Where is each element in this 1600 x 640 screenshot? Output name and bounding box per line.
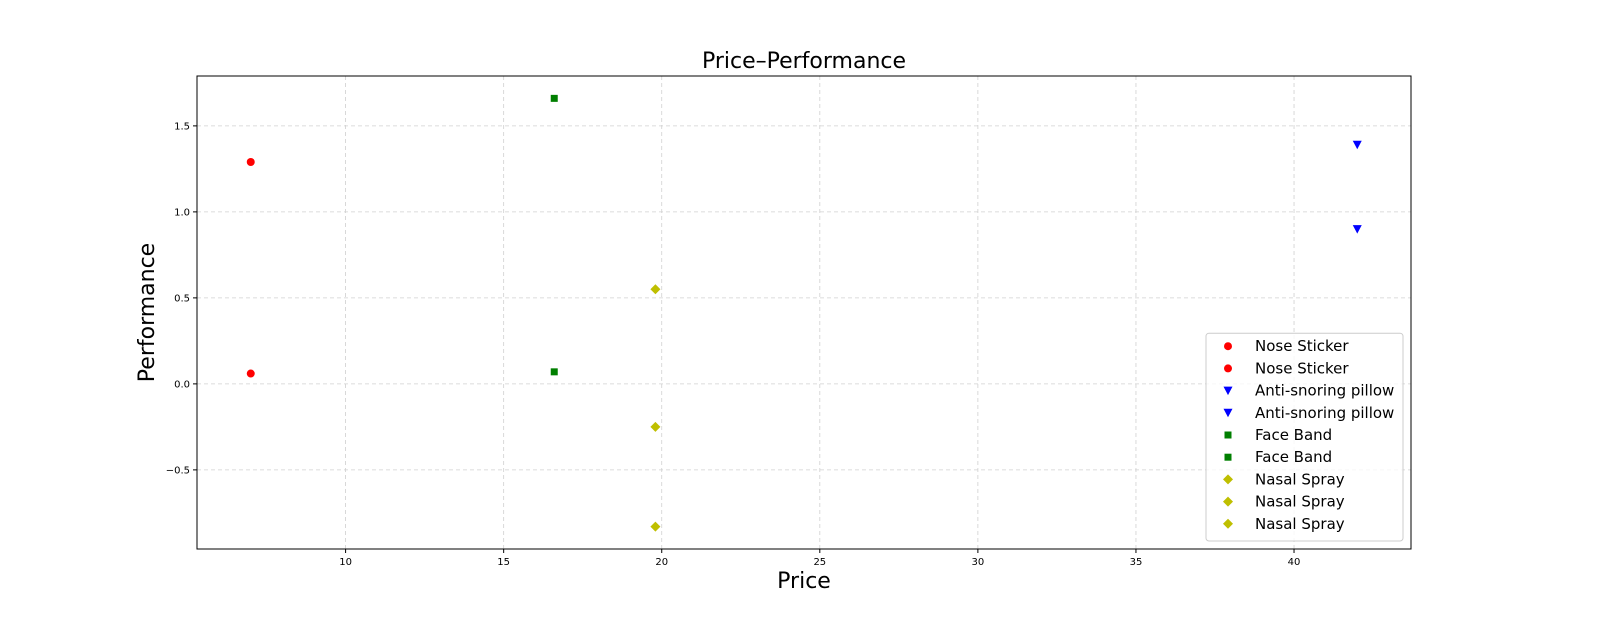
legend-marker <box>1223 474 1233 485</box>
y-tick-label: 1.0 <box>174 207 190 218</box>
x-tick-label: 20 <box>655 557 668 568</box>
x-tick-label: 30 <box>972 557 985 568</box>
legend-marker <box>1224 342 1232 351</box>
legend-marker <box>1223 386 1233 396</box>
legend-box <box>1205 332 1404 542</box>
legend-marker <box>1224 364 1232 373</box>
data-point <box>1352 225 1362 234</box>
legend-label: Nasal Spray <box>1255 515 1345 533</box>
data-point <box>650 284 661 295</box>
data-point <box>550 368 558 376</box>
legend-marker <box>1223 408 1233 418</box>
chart-title: Price–Performance <box>702 49 906 74</box>
axis-ticks: 10 15 20 25 30 35 40 −0.5 0.0 0.5 1.0 1.5 <box>166 121 1301 568</box>
data-point <box>246 369 255 378</box>
data-point <box>1352 140 1362 150</box>
data-point <box>550 94 558 102</box>
x-tick-label: 35 <box>1130 557 1143 568</box>
x-tick-label: 40 <box>1288 557 1301 568</box>
legend-marker <box>1224 453 1232 461</box>
legend-marker <box>1223 518 1233 529</box>
y-axis-label: Performance <box>135 243 160 382</box>
x-tick-label: 25 <box>813 557 826 568</box>
legend: Nose Sticker Nose Sticker Anti-snoring pil… <box>1205 332 1404 542</box>
legend-marker <box>1223 496 1233 507</box>
data-point <box>246 158 255 166</box>
plot-frame <box>196 75 1412 550</box>
y-tick-label: 1.5 <box>174 121 190 132</box>
x-tick-label: 10 <box>339 557 352 568</box>
legend-label: Nasal Spray <box>1255 493 1345 511</box>
legend-label: Face Band <box>1255 426 1332 444</box>
x-tick-label: 15 <box>497 557 510 568</box>
legend-label: Nasal Spray <box>1255 470 1345 488</box>
legend-label: Anti-snoring pillow <box>1255 404 1394 422</box>
legend-marker <box>1224 431 1232 439</box>
data-point <box>650 421 661 432</box>
legend-label: Face Band <box>1255 448 1332 466</box>
data-points <box>246 94 1362 532</box>
legend-label: Nose Sticker <box>1255 337 1349 355</box>
y-tick-label: −0.5 <box>166 465 190 476</box>
legend-label: Nose Sticker <box>1255 359 1349 377</box>
x-axis-label: Price <box>777 569 831 594</box>
legend-label: Anti-snoring pillow <box>1255 382 1394 400</box>
y-tick-label: 0.5 <box>174 293 190 304</box>
data-point <box>650 521 661 532</box>
y-tick-label: 0.0 <box>174 379 190 390</box>
